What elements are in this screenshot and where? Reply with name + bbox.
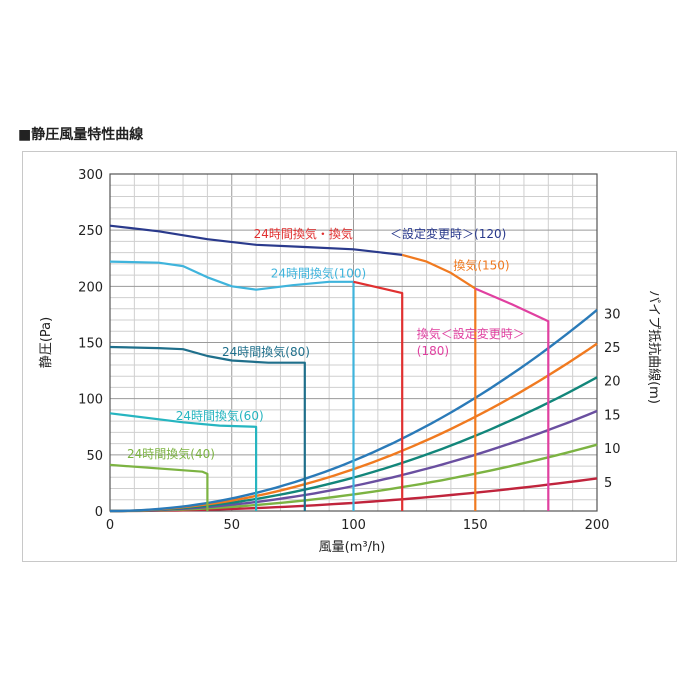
fan-curve xyxy=(401,253,477,511)
fan-curve xyxy=(109,463,209,511)
y2-tick-label: 10 xyxy=(604,442,621,457)
curve-label: 24時間換気(80) xyxy=(222,344,310,359)
chart-frame xyxy=(22,151,677,562)
y2-tick-label: 20 xyxy=(604,375,621,390)
y-tick-label: 100 xyxy=(78,393,103,408)
chart-heading: ■静圧風量特性曲線 xyxy=(18,127,144,143)
y2-tick-label: 5 xyxy=(604,476,612,491)
fan-curve xyxy=(109,345,306,511)
x-tick-label: 50 xyxy=(223,518,240,533)
y-tick-label: 250 xyxy=(78,224,103,239)
curve-label: 24時間換気(60) xyxy=(176,408,264,423)
fan-curve xyxy=(109,224,403,256)
y2-tick-label: 30 xyxy=(604,307,621,322)
y-tick-label: 150 xyxy=(78,337,103,352)
y2-tick-label: 25 xyxy=(604,341,621,356)
y-tick-label: 50 xyxy=(86,449,103,464)
y-axis-title: 静圧(Pa) xyxy=(39,317,54,368)
curve-label: 換気＜設定変更時＞ xyxy=(417,326,525,341)
curve-label: 24時間換気・換気 xyxy=(254,226,353,241)
y2-tick-label: 15 xyxy=(604,408,621,423)
x-axis-title: 風量(m³/h) xyxy=(319,540,386,555)
y2-axis-title: パイプ抵抗曲線(m) xyxy=(646,290,662,404)
fan-curve xyxy=(353,280,404,511)
curve-label: 24時間換気(40) xyxy=(127,446,215,461)
fan-curve xyxy=(109,260,355,511)
y-tick-label: 0 xyxy=(95,505,103,520)
y-tick-label: 200 xyxy=(78,280,103,295)
x-tick-label: 150 xyxy=(463,518,488,533)
curve-label: ＜設定変更時＞(120) xyxy=(390,226,506,241)
x-tick-label: 0 xyxy=(106,518,114,533)
fan-curve xyxy=(474,287,550,511)
curve-label: (180) xyxy=(417,344,449,358)
curve-label: 換気(150) xyxy=(453,257,509,272)
y-tick-label: 300 xyxy=(78,168,103,183)
fan-curve xyxy=(109,412,258,511)
curve-label: 24時間換気(100) xyxy=(271,265,367,280)
x-tick-label: 200 xyxy=(585,518,610,533)
x-tick-label: 100 xyxy=(341,518,366,533)
